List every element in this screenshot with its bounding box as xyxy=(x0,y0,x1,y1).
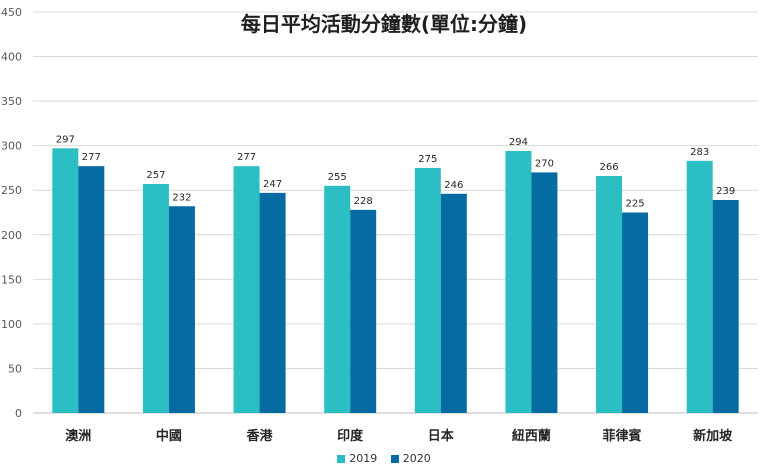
bar-2019-中國 xyxy=(142,183,169,413)
bar-2019-紐西蘭 xyxy=(505,151,532,413)
data-label: 266 xyxy=(600,162,619,173)
x-tick-label: 澳洲 xyxy=(65,428,91,444)
bar-2019-日本 xyxy=(414,167,441,413)
data-label: 246 xyxy=(444,180,463,191)
data-label: 294 xyxy=(509,137,528,148)
x-tick-label: 中國 xyxy=(156,428,182,444)
bar-2020-日本 xyxy=(440,193,467,413)
y-tick-label: 250 xyxy=(1,184,22,197)
data-label: 270 xyxy=(535,158,554,169)
bar-2020-中國 xyxy=(168,206,195,413)
y-tick-label: 200 xyxy=(1,229,22,242)
bar-2019-菲律賓 xyxy=(596,175,623,413)
x-tick-label: 日本 xyxy=(428,428,454,444)
legend-swatch-2019 xyxy=(337,454,346,463)
x-tick-label: 紐西蘭 xyxy=(512,428,551,444)
data-label: 239 xyxy=(716,186,735,197)
data-label: 232 xyxy=(172,192,191,203)
data-label: 277 xyxy=(237,152,256,163)
chart-title: 每日平均活動分鐘數(單位:分鐘) xyxy=(240,12,528,36)
bar-2020-印度 xyxy=(350,209,377,413)
legend-swatch-2020 xyxy=(390,454,399,463)
y-tick-label: 400 xyxy=(1,51,22,64)
x-tick-label: 香港 xyxy=(246,428,274,444)
legend-label-2019: 2019 xyxy=(349,452,378,465)
gridlines xyxy=(33,11,758,414)
bar-2019-澳洲 xyxy=(52,148,79,413)
data-label: 283 xyxy=(690,147,709,158)
bar-2020-新加坡 xyxy=(712,200,739,413)
data-label: 228 xyxy=(354,196,373,207)
bar-2020-菲律賓 xyxy=(622,212,649,413)
bar-2019-印度 xyxy=(324,185,351,413)
x-tick-label: 新加坡 xyxy=(693,428,733,444)
bar-2019-新加坡 xyxy=(686,160,713,413)
data-label: 257 xyxy=(146,170,165,181)
bar-2020-澳洲 xyxy=(78,166,105,413)
legend-label-2020: 2020 xyxy=(402,452,431,465)
x-axis-ticks: 澳洲 中國 香港 印度 日本 紐西蘭 菲律賓 新加坡 xyxy=(65,428,733,444)
y-tick-label: 150 xyxy=(1,273,22,286)
data-label: 255 xyxy=(328,172,347,183)
legend-item-2020: 2020 xyxy=(390,452,431,465)
bar-2020-香港 xyxy=(259,192,286,413)
data-label: 277 xyxy=(82,152,101,163)
bars xyxy=(52,148,739,413)
y-tick-label: 350 xyxy=(1,95,22,108)
data-label: 247 xyxy=(263,179,282,190)
data-label: 225 xyxy=(626,199,645,210)
legend: 2019 2020 xyxy=(0,452,768,466)
y-tick-label: 0 xyxy=(15,407,22,420)
bar-2020-紐西蘭 xyxy=(531,172,558,413)
y-tick-label: 300 xyxy=(1,140,22,153)
y-axis-ticks: 0 50 100 150 200 250 300 350 400 450 xyxy=(1,6,22,420)
x-tick-label: 菲律賓 xyxy=(603,428,642,444)
data-label: 275 xyxy=(418,154,437,165)
x-tick-label: 印度 xyxy=(337,428,364,444)
bar-2019-香港 xyxy=(233,166,260,413)
y-tick-label: 50 xyxy=(8,362,22,375)
y-tick-label: 450 xyxy=(1,6,22,19)
y-tick-label: 100 xyxy=(1,318,22,331)
legend-item-2019: 2019 xyxy=(337,452,377,465)
data-label: 297 xyxy=(56,134,75,145)
data-labels: 297 277 257 232 277 247 255 228 275 246 294 270 266 2… xyxy=(56,134,735,209)
